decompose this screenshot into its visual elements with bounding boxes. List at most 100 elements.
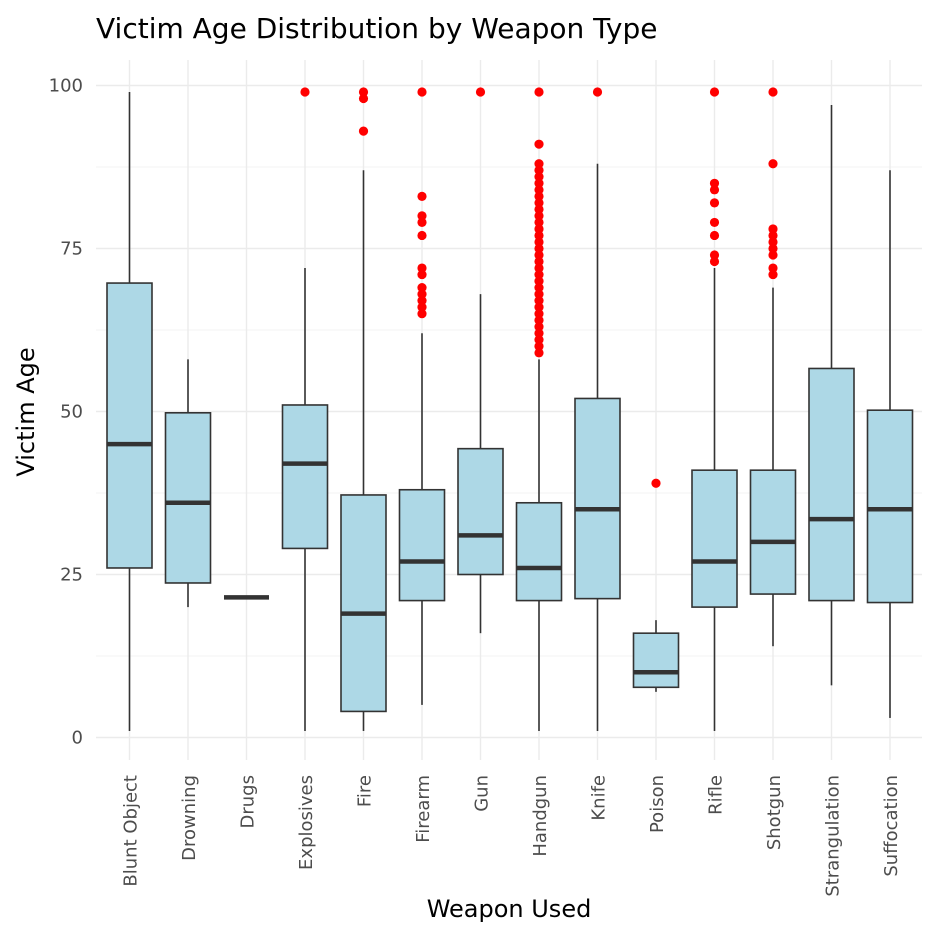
outlier-point — [534, 211, 544, 221]
outlier-point — [534, 289, 544, 299]
outlier-point — [534, 198, 544, 208]
outlier-point — [358, 126, 369, 136]
outlier-point — [534, 250, 544, 260]
outlier-point — [534, 139, 544, 149]
box-iqr — [866, 409, 914, 604]
box-iqr — [808, 367, 855, 602]
outlier-point — [709, 87, 720, 97]
outlier-point — [768, 230, 778, 241]
outlier-point — [534, 178, 544, 188]
outlier-point — [475, 87, 486, 97]
outlier-point — [768, 87, 778, 97]
outlier-point — [709, 256, 720, 267]
outlier-point — [709, 178, 720, 188]
x-tick-label: Gun — [472, 775, 493, 812]
plot-grid — [96, 60, 922, 760]
outlier-point — [709, 198, 720, 208]
box-iqr — [515, 501, 563, 602]
boxes — [106, 87, 914, 731]
y-tick-label: 100 — [49, 76, 83, 97]
box-iqr — [281, 404, 329, 550]
outlier-point — [709, 250, 720, 260]
box-iqr — [632, 632, 680, 689]
box-fire — [340, 87, 387, 731]
box-iqr — [749, 469, 797, 595]
outlier-point — [534, 159, 544, 169]
box-handgun — [515, 87, 563, 731]
outlier-point — [768, 243, 778, 254]
box-iqr — [398, 488, 446, 602]
outlier-point — [417, 87, 427, 97]
outlier-point — [534, 341, 544, 351]
outlier-point — [534, 204, 544, 214]
outlier-point — [417, 296, 427, 306]
x-axis-title: Weapon Used — [427, 895, 592, 923]
x-axis-ticks: Blunt Object Drowning Drugs Explosives Fire F… — [121, 775, 903, 897]
outlier-point — [417, 302, 427, 312]
outlier-point — [358, 87, 369, 97]
outlier-point — [417, 309, 427, 319]
x-tick-label: Strangulation — [823, 775, 844, 897]
x-tick-label: Drugs — [238, 775, 259, 828]
outlier-point — [709, 230, 720, 241]
chart-title: Victim Age Distribution by Weapon Type — [96, 12, 658, 45]
x-tick-label: Knife — [589, 775, 610, 821]
outlier-point — [417, 289, 427, 299]
outlier-point — [768, 159, 778, 169]
x-tick-label: Shotgun — [764, 775, 785, 850]
x-tick-label: Blunt Object — [121, 775, 142, 887]
outlier-point — [534, 217, 544, 228]
box-iqr — [164, 412, 212, 584]
outlier-point — [651, 478, 661, 488]
outlier-point — [534, 309, 544, 319]
outlier-point — [534, 335, 544, 345]
outlier-point — [534, 165, 544, 175]
box-shotgun — [749, 87, 797, 647]
box-suffocation — [866, 170, 914, 718]
outlier-point — [768, 224, 778, 234]
x-tick-label: Fire — [355, 775, 376, 807]
outlier-point — [534, 302, 544, 312]
y-tick-label: 0 — [72, 728, 83, 749]
y-axis-title: Victim Age — [12, 347, 40, 476]
outlier-point — [534, 256, 544, 267]
box-strangulation — [808, 105, 855, 686]
box-drowning — [164, 359, 212, 608]
outlier-point — [358, 93, 369, 104]
outlier-point — [534, 230, 544, 241]
box-gun — [457, 87, 504, 634]
x-tick-label: Drowning — [179, 775, 200, 861]
outlier-point — [534, 328, 544, 338]
outlier-point — [534, 243, 544, 254]
box-iqr — [457, 447, 504, 576]
outlier-point — [534, 283, 544, 293]
outlier-point — [709, 217, 720, 228]
outlier-point — [768, 269, 778, 280]
outlier-point — [417, 269, 427, 280]
box-rifle — [691, 87, 738, 731]
x-tick-label: Explosives — [296, 775, 317, 870]
outlier-point — [534, 87, 544, 97]
x-tick-label: Firearm — [413, 775, 434, 843]
box-iqr — [340, 494, 387, 713]
x-tick-label: Rifle — [706, 775, 727, 815]
outlier-point — [534, 237, 544, 247]
x-tick-label: Handgun — [530, 775, 551, 857]
outlier-point — [534, 191, 544, 201]
box-firearm — [398, 87, 446, 705]
box-iqr — [574, 397, 621, 600]
outlier-point — [534, 348, 544, 358]
outlier-point — [534, 172, 544, 182]
outlier-point — [768, 250, 778, 260]
box-iqr — [691, 469, 738, 608]
outlier-point — [534, 185, 544, 195]
box-knife — [574, 87, 621, 731]
outlier-point — [417, 283, 427, 293]
outlier-point — [417, 217, 427, 228]
outlier-point — [534, 315, 544, 325]
box-iqr — [106, 282, 153, 569]
outlier-point — [534, 276, 544, 286]
outlier-point — [534, 322, 544, 332]
outlier-point — [534, 263, 544, 273]
outlier-point — [592, 87, 603, 97]
